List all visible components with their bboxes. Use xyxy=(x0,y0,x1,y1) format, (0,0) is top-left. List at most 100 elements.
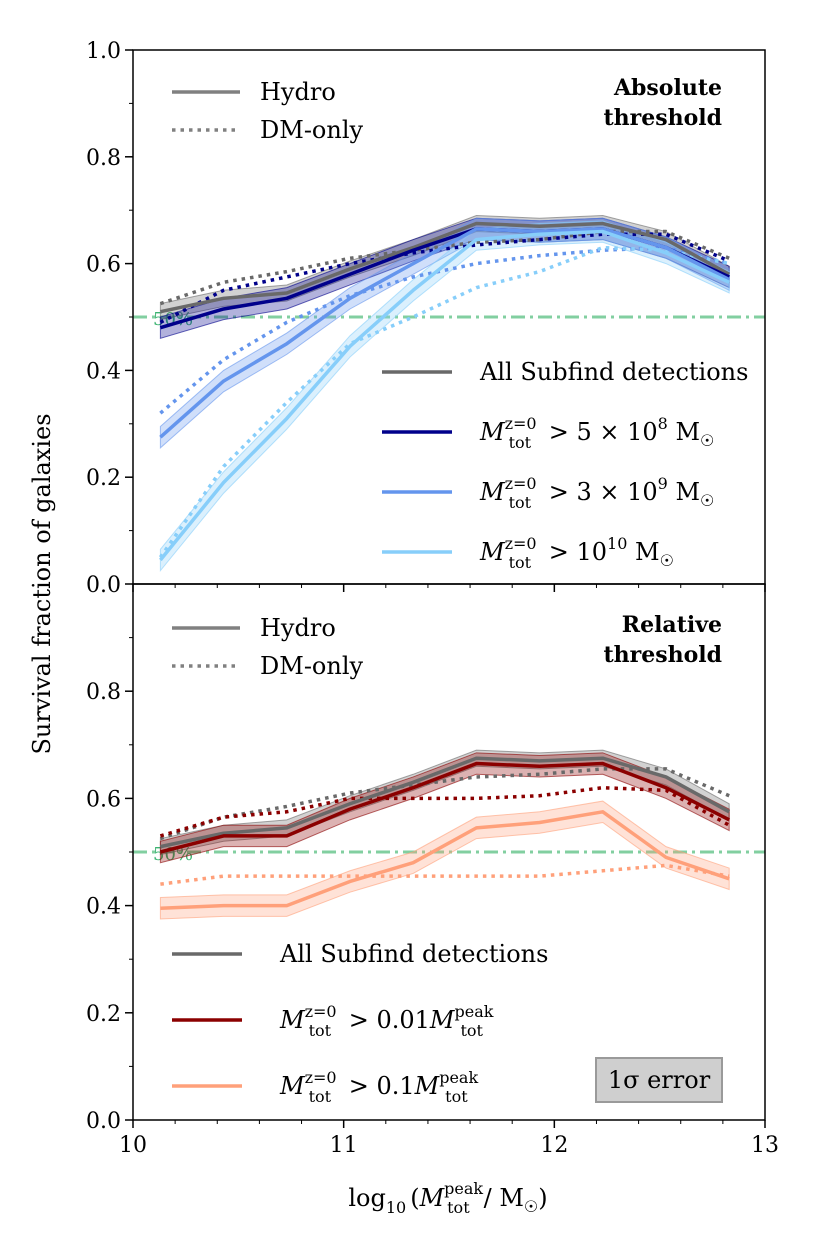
legend-sup2: peak xyxy=(454,1002,493,1021)
legend-gt: > xyxy=(541,418,576,446)
legend-sun: ☉ xyxy=(700,491,714,510)
dmo-line-1 xyxy=(159,785,731,838)
legend-m: M xyxy=(479,418,506,446)
legend-sub: tot xyxy=(509,553,532,572)
error-band-3 xyxy=(159,220,730,573)
x-tick-label: 11 xyxy=(330,1133,358,1158)
legend-gt: > xyxy=(341,1006,376,1034)
x-axis-label-log: log xyxy=(348,1184,386,1212)
x-axis-label-m: M xyxy=(419,1184,446,1212)
legend-gt: > xyxy=(541,478,576,506)
x-tick-label: 13 xyxy=(751,1133,779,1158)
panel-title-line: threshold xyxy=(603,105,722,131)
series-legend-label-0: All Subfind detections xyxy=(479,358,748,386)
dmo-line-1 xyxy=(159,232,730,324)
y-tick-label: 0.6 xyxy=(86,787,121,812)
legend-m2: M xyxy=(414,1072,441,1100)
hydro-line-2 xyxy=(160,810,730,911)
legend-gt: > xyxy=(341,1072,376,1100)
legend-msun: M xyxy=(668,478,700,506)
series-legend-label-0: All Subfind detections xyxy=(279,940,548,968)
legend-sup: z=0 xyxy=(305,1002,337,1021)
x-axis-label-log-sub: 10 xyxy=(386,1198,406,1217)
top-panel: 50% 0.0 0.2 0.4 0.6 0.8 1.0 Absolute threshold Hy… xyxy=(86,39,766,598)
reference-line-label: 50% xyxy=(153,309,193,330)
x-axis-label-sub: tot xyxy=(447,1198,470,1217)
legend-coef: 0.01 xyxy=(376,1006,429,1034)
hydro-line-2 xyxy=(159,227,730,439)
y-tick-label: 0.6 xyxy=(86,253,121,278)
panel-title-line: Absolute xyxy=(613,75,722,101)
y-tick-label: 1.0 xyxy=(86,39,121,64)
legend-m: M xyxy=(279,1072,306,1100)
hydro-line-0 xyxy=(160,221,731,314)
legend-exp: 8 xyxy=(658,414,668,433)
x-axis-label-slash: / M xyxy=(484,1184,524,1212)
legend-sub: tot xyxy=(309,1021,332,1040)
panel-title-line: Relative xyxy=(622,612,722,638)
y-tick-label: 0.0 xyxy=(86,573,121,598)
legend-sub: tot xyxy=(309,1087,332,1106)
y-tick-label: 0.8 xyxy=(86,146,121,171)
legend-msun: M xyxy=(627,538,659,566)
legend-sub2: tot xyxy=(445,1087,468,1106)
hydro-line-3 xyxy=(159,229,730,562)
legend-sup2: peak xyxy=(439,1068,478,1087)
y-tick-label: 0.2 xyxy=(86,466,121,491)
series-legend-label-3: Mz=0 tot > 1010 M☉ xyxy=(479,534,674,572)
dmo-line-0 xyxy=(159,767,730,841)
x-axis-label-sup: peak xyxy=(444,1179,483,1198)
legend-coef: 0.1 xyxy=(376,1072,414,1100)
legend-sup: z=0 xyxy=(505,534,537,553)
legend-sup: z=0 xyxy=(305,1068,337,1087)
legend-exp: 10 xyxy=(607,534,627,553)
legend-coef: 3 × 10 xyxy=(576,478,657,506)
legend-sup: z=0 xyxy=(505,414,537,433)
dmo-line-2 xyxy=(160,863,730,886)
x-axis-label-open: ( xyxy=(410,1184,419,1212)
error-band-1 xyxy=(159,752,730,864)
legend-sub: tot xyxy=(509,493,532,512)
error-legend-box xyxy=(595,1057,723,1103)
dmo-line-3 xyxy=(158,245,730,559)
legend-gt: > xyxy=(541,538,576,566)
x-tick-label: 12 xyxy=(540,1133,568,1158)
x-tick-label: 10 xyxy=(119,1133,147,1158)
y-tick-label: 0.4 xyxy=(86,895,121,920)
legend-exp: 9 xyxy=(658,474,668,493)
legend-sun: ☉ xyxy=(660,551,674,570)
dmo-line-2 xyxy=(159,245,730,415)
series-legend-label-1: Mz=0 tot > 5 × 108 M☉ xyxy=(479,414,714,452)
y-tick-label: 0.8 xyxy=(86,680,121,705)
style-legend-label: DM-only xyxy=(260,116,364,144)
legend-sub2: tot xyxy=(460,1021,483,1040)
y-axis-label: Survival fraction of galaxies xyxy=(28,413,56,754)
legend-m2: M xyxy=(429,1006,456,1034)
x-axis-label: log10 (Mpeak tot / M☉) xyxy=(348,1179,547,1217)
error-legend-label: 1σ error xyxy=(608,1066,711,1094)
reference-line-label: 50% xyxy=(153,844,193,865)
panel-title-line: threshold xyxy=(603,642,722,668)
hydro-line-0 xyxy=(160,756,731,849)
legend-msun: M xyxy=(668,418,700,446)
series-legend-label-2: Mz=0 tot > 3 × 109 M☉ xyxy=(479,474,714,512)
legend-m: M xyxy=(479,538,506,566)
legend-m: M xyxy=(479,478,506,506)
x-axis-label-sun: ☉ xyxy=(524,1197,538,1216)
hydro-line-1 xyxy=(159,761,730,854)
legend-sub: tot xyxy=(509,433,532,452)
legend-coef: 5 × 10 xyxy=(576,418,657,446)
legend-sun: ☉ xyxy=(700,431,714,450)
style-legend-label: DM-only xyxy=(260,652,364,680)
x-axis-label-close: ) xyxy=(538,1184,547,1212)
legend-sup: z=0 xyxy=(505,474,537,493)
style-legend-label: Hydro xyxy=(260,614,336,642)
legend-coef: 10 xyxy=(576,538,607,566)
y-tick-label: 0.2 xyxy=(86,1002,121,1027)
y-tick-label: 0.0 xyxy=(86,1109,121,1134)
style-legend-label: Hydro xyxy=(260,78,336,106)
error-band-2 xyxy=(159,800,730,920)
y-tick-label: 0.4 xyxy=(86,359,121,384)
legend-m: M xyxy=(279,1006,306,1034)
series-legend-label-2: Mz=0 tot > 0.1Mpeak tot xyxy=(279,1068,478,1106)
